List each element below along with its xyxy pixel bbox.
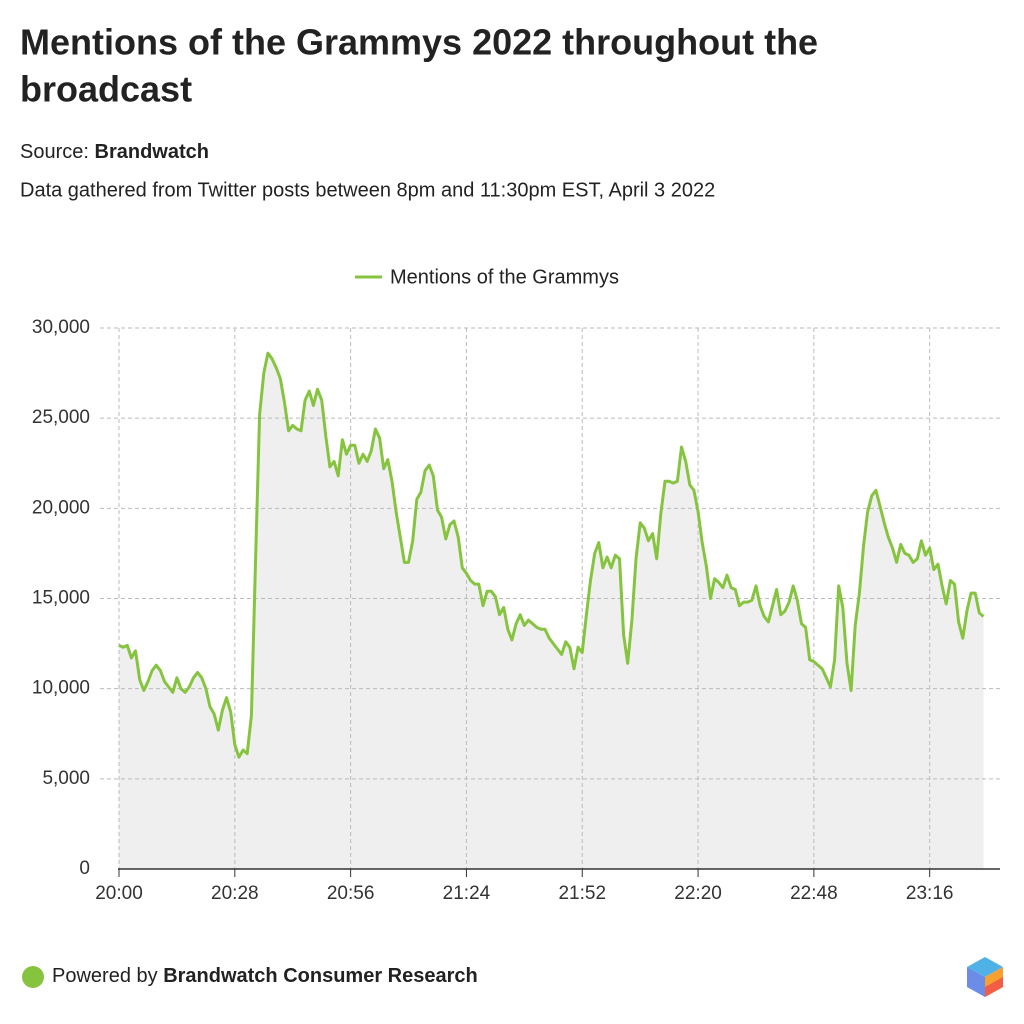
logo xyxy=(967,957,1003,997)
x-tick-label: 20:56 xyxy=(327,883,375,904)
source-label: Source: xyxy=(20,141,89,163)
footer-brand: Brandwatch Consumer Research xyxy=(163,965,478,987)
y-tick-label: 30,000 xyxy=(32,317,90,338)
y-tick-label: 25,000 xyxy=(32,407,90,428)
footer: Powered by Brandwatch Consumer Research xyxy=(52,965,478,987)
x-tick-label: 21:24 xyxy=(443,883,491,904)
x-tick-label: 20:28 xyxy=(211,883,259,904)
chart-title: Mentions of the Grammys 2022 throughout … xyxy=(20,22,818,63)
x-tick-label: 22:48 xyxy=(790,883,838,904)
y-tick-label: 0 xyxy=(79,858,90,879)
line xyxy=(118,351,985,759)
plot-area: 0 5,000 10,000 15,000 20,000 25,000 30,000 20:0… xyxy=(32,266,1000,904)
x-tick-label: 21:52 xyxy=(558,883,606,904)
legend-label: Mentions of the Grammys xyxy=(390,266,619,288)
subtitle: Data gathered from Twitter posts between… xyxy=(20,179,715,201)
y-tick-label: 5,000 xyxy=(42,768,90,789)
footer-dot xyxy=(22,966,44,988)
chart-title: broadcast xyxy=(20,69,192,110)
x-tick-label: 23:16 xyxy=(906,883,954,904)
source-name: Brandwatch xyxy=(95,141,209,163)
area xyxy=(119,353,984,869)
footer-prefix: Powered by xyxy=(52,965,158,987)
x-tick-label: 22:20 xyxy=(674,883,722,904)
y-tick-label: 10,000 xyxy=(32,678,90,699)
y-tick-label: 15,000 xyxy=(32,588,90,609)
x-tick-label: 20:00 xyxy=(95,883,143,904)
y-tick-label: 20,000 xyxy=(32,497,90,518)
source: Source: Brandwatch xyxy=(20,141,209,163)
